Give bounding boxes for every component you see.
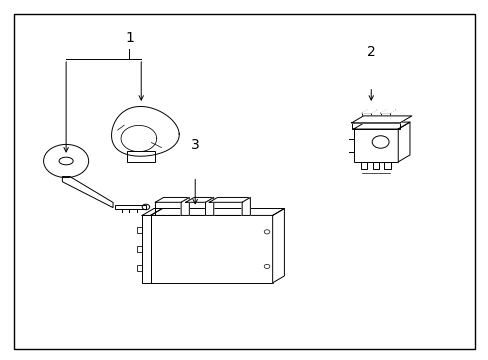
- Bar: [142, 215, 150, 283]
- Bar: [351, 123, 399, 129]
- Polygon shape: [209, 197, 250, 202]
- Bar: [362, 113, 370, 123]
- Bar: [150, 215, 272, 283]
- Polygon shape: [205, 197, 213, 215]
- Bar: [115, 205, 145, 209]
- Polygon shape: [185, 197, 213, 202]
- Bar: [380, 113, 389, 123]
- Bar: [372, 162, 379, 170]
- Polygon shape: [155, 197, 189, 202]
- Bar: [185, 202, 205, 215]
- Bar: [155, 202, 181, 215]
- Polygon shape: [351, 116, 411, 123]
- Text: 3: 3: [190, 138, 199, 152]
- Bar: [127, 151, 155, 162]
- Text: 1: 1: [125, 31, 134, 45]
- Bar: [136, 246, 142, 252]
- Bar: [136, 227, 142, 233]
- Polygon shape: [380, 110, 395, 113]
- Bar: [209, 202, 242, 215]
- Polygon shape: [242, 197, 250, 215]
- Polygon shape: [353, 122, 409, 129]
- Polygon shape: [272, 208, 284, 283]
- Bar: [353, 129, 397, 162]
- Polygon shape: [362, 110, 376, 113]
- Polygon shape: [181, 197, 189, 215]
- Polygon shape: [150, 208, 284, 215]
- Bar: [136, 265, 142, 271]
- Polygon shape: [397, 122, 409, 162]
- Bar: [384, 162, 390, 170]
- Bar: [360, 162, 367, 170]
- Text: 2: 2: [366, 45, 375, 59]
